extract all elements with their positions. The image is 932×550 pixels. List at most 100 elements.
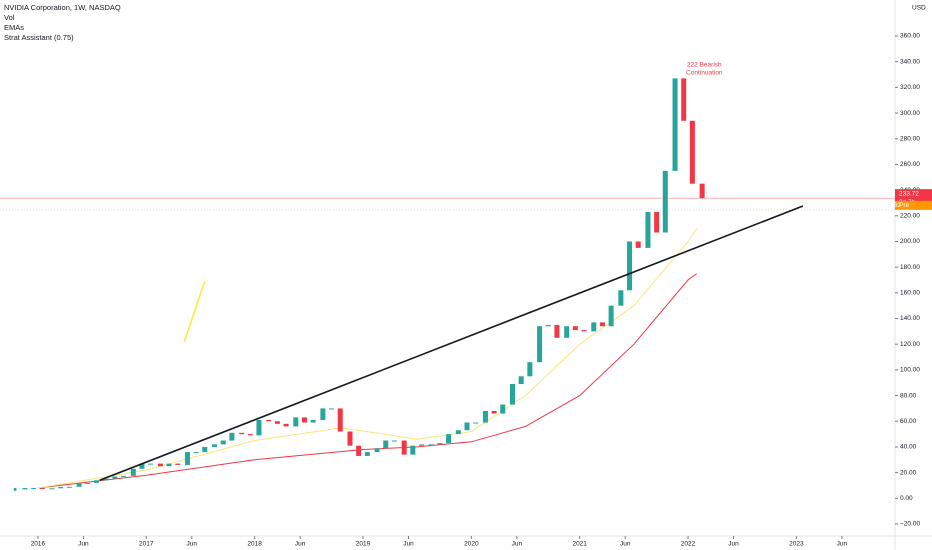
candle-body [293, 417, 299, 427]
candle-body [545, 324, 551, 327]
annotation-line: Continuation [686, 69, 723, 76]
candle-body [510, 384, 516, 405]
x-tick-label: Jun [728, 541, 739, 548]
candle-body [356, 445, 362, 456]
candle-body [112, 476, 118, 479]
candle-body [699, 183, 705, 199]
y-tick-label: 20.00 [900, 469, 917, 476]
x-tick-label: Jun [295, 541, 306, 548]
price-label-box [895, 200, 932, 210]
candle-body [31, 488, 37, 490]
candle-body [103, 478, 109, 481]
price-label-sub: 224.62 [881, 202, 901, 209]
x-tick-label: 2019 [356, 541, 371, 548]
y-tick-label: 120.00 [900, 341, 920, 348]
candle-body [157, 463, 163, 467]
first-close [13, 487, 17, 491]
candle-body [446, 434, 452, 444]
candle-body [455, 430, 461, 435]
x-tick-label: Jun [512, 541, 523, 548]
candle-body [654, 211, 660, 233]
ema-line [37, 228, 698, 489]
y-tick-label: 220.00 [900, 213, 920, 220]
y-tick-label: 140.00 [900, 315, 920, 322]
candle-body [76, 483, 82, 487]
symbol-title: NVIDIA Corporation, 1W, NASDAQ [4, 3, 121, 12]
candle-body [66, 486, 72, 488]
x-tick-label: 2017 [139, 541, 154, 548]
x-tick-label: 2022 [681, 541, 696, 548]
y-tick-label: 0.00 [900, 495, 913, 502]
candle-body [229, 432, 235, 441]
candle-body [428, 444, 434, 446]
x-tick-label: Jun [403, 541, 414, 548]
y-tick-label: 40.00 [900, 444, 917, 451]
candle-body [464, 422, 470, 431]
candle-body [473, 422, 479, 424]
candle-body [310, 419, 316, 423]
x-tick-label: Jun [837, 541, 848, 548]
candle-body [175, 463, 181, 465]
candle-body [599, 322, 605, 327]
x-tick-label: Jun [187, 541, 198, 548]
candle-body [139, 463, 145, 469]
candle-body [121, 475, 127, 477]
candle-body [618, 290, 624, 306]
candle-body [554, 324, 560, 338]
candle-body [572, 326, 578, 331]
candle-body [672, 78, 678, 171]
candle-body [266, 419, 272, 422]
candle-body [383, 440, 389, 449]
candle-body [627, 241, 633, 291]
currency: USD [912, 5, 926, 12]
indicator[interactable]: EMAs [4, 23, 24, 32]
x-tick-label: 2018 [247, 541, 262, 548]
y-tick-label: −20.00 [900, 521, 920, 528]
candle-body [337, 408, 343, 432]
candle-body [22, 488, 28, 490]
candle-body [527, 362, 533, 377]
candle-body [500, 404, 506, 414]
x-tick-label: Jun [78, 541, 89, 548]
x-tick-label: 2023 [789, 541, 804, 548]
candle-body [39, 488, 45, 490]
candle-body [85, 482, 91, 484]
candle-body [635, 241, 641, 248]
y-tick-label: 60.00 [900, 418, 917, 425]
candle-body [283, 423, 289, 427]
y-tick-label: 180.00 [900, 264, 920, 271]
y-tick-label: 260.00 [900, 161, 920, 168]
candle-body [329, 408, 335, 410]
candle-body [220, 440, 226, 445]
x-tick-label: 2016 [31, 541, 46, 548]
y-tick-label: 80.00 [900, 392, 917, 399]
x-tick-label: Jun [620, 541, 631, 548]
y-tick-label: 320.00 [900, 84, 920, 91]
candle-body [410, 445, 416, 455]
candle-body [437, 443, 443, 445]
candle-body [482, 410, 488, 423]
candle-body [518, 376, 524, 385]
indicator[interactable]: Strat Assistant (0.75) [4, 33, 74, 42]
annotation: 222 Bearish Continuation [686, 61, 723, 76]
candle-body [537, 326, 543, 363]
candle-body [49, 488, 55, 490]
price-label: 233.72 [899, 190, 919, 197]
indicator[interactable]: Vol [4, 13, 15, 22]
candle-body [166, 463, 172, 467]
candle-body [130, 468, 136, 476]
candle-body [564, 326, 570, 338]
candle-body [212, 444, 218, 447]
candle-body [58, 487, 64, 489]
candle-body [645, 211, 651, 248]
ema-line [37, 273, 697, 489]
candle-body [320, 408, 326, 420]
trend-line [183, 281, 206, 343]
candle-body [608, 305, 614, 327]
candle-body [301, 417, 307, 423]
y-tick-label: 160.00 [900, 290, 920, 297]
x-tick-label: 2020 [464, 541, 479, 548]
annotation-line: 222 Bearish [687, 61, 722, 68]
price-label: Pre [899, 202, 910, 209]
